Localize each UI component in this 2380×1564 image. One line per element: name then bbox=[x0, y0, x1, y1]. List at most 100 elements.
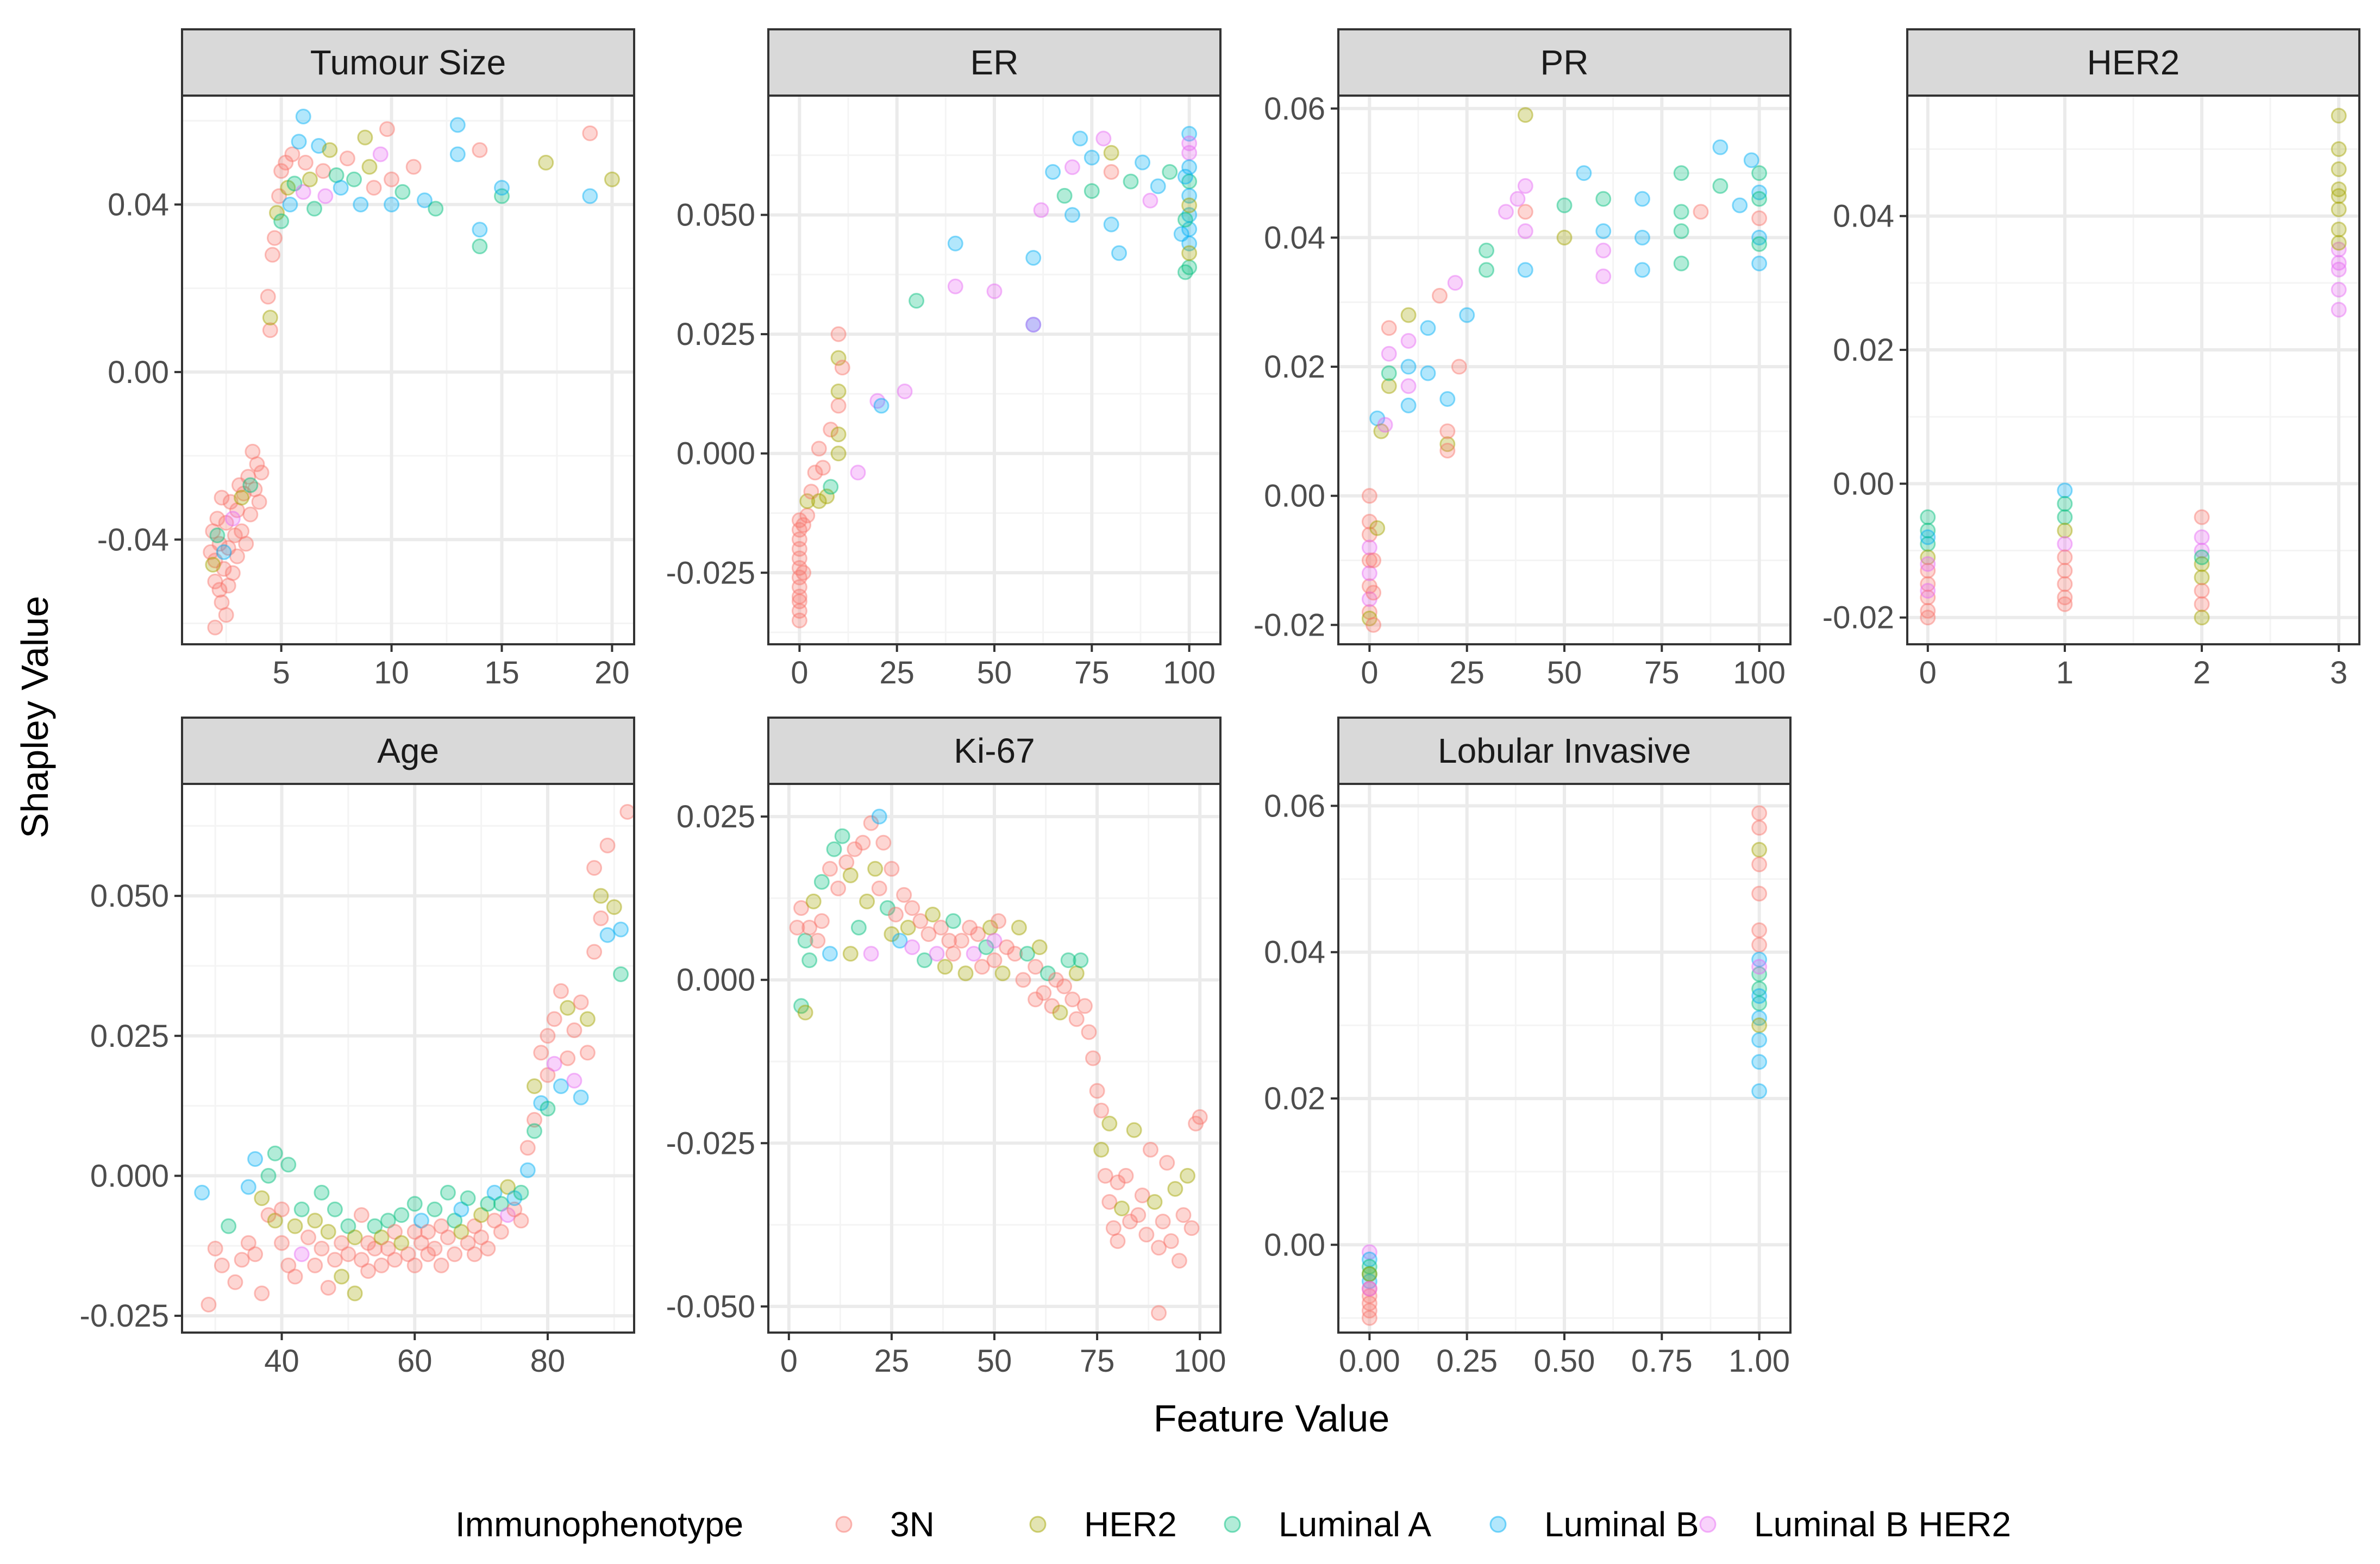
y-tick-label: -0.025 bbox=[666, 1126, 755, 1161]
data-point bbox=[822, 860, 838, 877]
data-point bbox=[1673, 255, 1689, 272]
x-tick-label: 0 bbox=[780, 1343, 798, 1379]
data-point bbox=[929, 946, 945, 962]
data-point bbox=[472, 142, 488, 158]
data-point bbox=[1751, 184, 1768, 200]
data-point bbox=[2057, 536, 2073, 552]
data-point bbox=[533, 1045, 549, 1061]
y-tick-label: 0.02 bbox=[1264, 1081, 1325, 1116]
data-point bbox=[1479, 242, 1495, 259]
data-point bbox=[793, 998, 810, 1014]
data-point bbox=[380, 1213, 396, 1229]
data-point bbox=[1181, 125, 1198, 142]
data-point bbox=[1039, 965, 1056, 982]
y-tick-label: 0.04 bbox=[108, 187, 169, 222]
data-point bbox=[1634, 262, 1650, 278]
data-point bbox=[1135, 154, 1151, 171]
data-point bbox=[947, 235, 963, 252]
data-point bbox=[1361, 1280, 1377, 1297]
data-point bbox=[2331, 108, 2347, 124]
data-point bbox=[1155, 1214, 1171, 1230]
data-point bbox=[278, 154, 294, 171]
strip-header bbox=[767, 28, 1222, 97]
data-point bbox=[393, 1235, 410, 1251]
y-tick-label: 0.00 bbox=[108, 355, 169, 390]
data-point bbox=[1595, 191, 1612, 207]
data-point bbox=[227, 1274, 243, 1290]
data-point bbox=[440, 1184, 456, 1201]
legend-item: 3N bbox=[835, 1505, 935, 1544]
data-point bbox=[871, 880, 887, 896]
data-point bbox=[1751, 922, 1768, 938]
data-point bbox=[1366, 585, 1382, 601]
data-point bbox=[540, 1028, 556, 1044]
data-point bbox=[295, 109, 311, 125]
data-point bbox=[400, 1246, 416, 1262]
data-point bbox=[209, 527, 226, 544]
y-tick-label: -0.025 bbox=[80, 1298, 169, 1334]
strip-title: Tumour Size bbox=[310, 43, 506, 82]
data-point bbox=[1044, 998, 1060, 1014]
data-point bbox=[533, 1095, 549, 1111]
data-point bbox=[1181, 245, 1198, 261]
data-point bbox=[834, 360, 850, 376]
plot-content bbox=[182, 784, 634, 1333]
data-point bbox=[1019, 946, 1036, 962]
y-tick-label: 0.050 bbox=[677, 198, 755, 233]
data-point bbox=[220, 540, 236, 556]
data-point bbox=[406, 1257, 423, 1273]
data-point bbox=[2331, 235, 2347, 251]
x-tick-label: 100 bbox=[1163, 655, 1216, 690]
data-point bbox=[346, 171, 362, 187]
data-point bbox=[254, 1190, 270, 1207]
strip-title: PR bbox=[1540, 43, 1589, 82]
y-axis-title: Shapley Value bbox=[14, 596, 56, 838]
data-point bbox=[306, 200, 323, 217]
data-point bbox=[1400, 397, 1417, 413]
data-point bbox=[220, 577, 236, 594]
data-point bbox=[560, 1000, 576, 1016]
x-tick-label: 2 bbox=[2193, 655, 2210, 690]
strip-title: HER2 bbox=[2087, 43, 2180, 82]
panel-er: ER 0 25 50 75 100 -0.025 0.000 0.025 0.050 bbox=[666, 28, 1222, 690]
data-point bbox=[1025, 317, 1042, 333]
data-point bbox=[1751, 236, 1768, 252]
data-point bbox=[339, 150, 355, 167]
data-point bbox=[373, 1229, 390, 1246]
data-point bbox=[791, 531, 807, 548]
data-point bbox=[1361, 552, 1377, 569]
data-point bbox=[240, 1179, 256, 1195]
data-point bbox=[394, 184, 411, 200]
data-point bbox=[1110, 1174, 1126, 1190]
data-point bbox=[593, 888, 609, 904]
data-point bbox=[879, 900, 895, 916]
data-point bbox=[2057, 482, 2073, 499]
data-point bbox=[447, 1213, 463, 1229]
data-point bbox=[813, 874, 830, 890]
data-point bbox=[1181, 235, 1198, 252]
data-point bbox=[211, 536, 228, 552]
data-point bbox=[260, 288, 276, 305]
data-point bbox=[366, 180, 382, 196]
data-point bbox=[1361, 1244, 1377, 1260]
data-point bbox=[791, 512, 807, 529]
x-tick-label: 25 bbox=[874, 1343, 910, 1379]
data-point bbox=[2331, 261, 2347, 278]
x-tick-label: 0.00 bbox=[1339, 1343, 1400, 1379]
data-point bbox=[573, 1089, 589, 1106]
data-point bbox=[420, 1246, 436, 1262]
y-tick-label: 0.04 bbox=[1264, 220, 1325, 255]
data-point bbox=[957, 965, 974, 982]
data-point bbox=[1089, 1083, 1105, 1099]
data-point bbox=[1130, 1207, 1147, 1223]
data-point bbox=[2057, 509, 2073, 525]
data-point bbox=[1751, 165, 1768, 181]
data-point bbox=[216, 561, 232, 577]
data-point bbox=[2057, 563, 2073, 579]
data-point bbox=[538, 154, 554, 171]
data-point bbox=[1015, 972, 1031, 988]
data-point bbox=[1498, 204, 1514, 220]
data-point bbox=[1101, 1194, 1118, 1210]
data-point bbox=[867, 860, 884, 877]
